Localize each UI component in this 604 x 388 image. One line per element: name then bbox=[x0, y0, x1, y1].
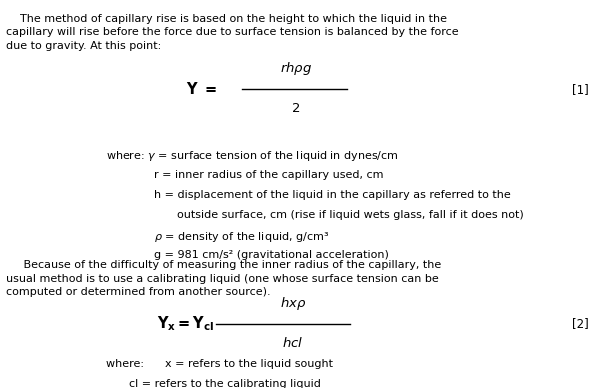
Text: h = displacement of the liquid in the capillary as referred to the: h = displacement of the liquid in the ca… bbox=[154, 190, 511, 200]
Text: cl = refers to the calibrating liquid: cl = refers to the calibrating liquid bbox=[129, 379, 321, 388]
Text: $rh\rho g$: $rh\rho g$ bbox=[280, 60, 312, 77]
Text: The method of capillary rise is based on the height to which the liquid in the
c: The method of capillary rise is based on… bbox=[6, 14, 458, 51]
Text: r = inner radius of the capillary used, cm: r = inner radius of the capillary used, … bbox=[154, 170, 384, 180]
Text: g = 981 cm/s² (gravitational acceleration): g = 981 cm/s² (gravitational acceleratio… bbox=[154, 250, 389, 260]
Text: [1]: [1] bbox=[572, 83, 589, 96]
Text: $\rho$ = density of the liquid, g/cm³: $\rho$ = density of the liquid, g/cm³ bbox=[154, 230, 329, 244]
Text: $2$: $2$ bbox=[291, 102, 301, 115]
Text: where:      x = refers to the liquid sought: where: x = refers to the liquid sought bbox=[106, 359, 333, 369]
Text: $hx\rho$: $hx\rho$ bbox=[280, 295, 306, 312]
Text: [2]: [2] bbox=[572, 317, 589, 331]
Text: $hcl$: $hcl$ bbox=[282, 336, 304, 350]
Text: where: $\gamma$ = surface tension of the liquid in dynes/cm: where: $\gamma$ = surface tension of the… bbox=[106, 149, 399, 163]
Text: outside surface, cm (rise if liquid wets glass, fall if it does not): outside surface, cm (rise if liquid wets… bbox=[177, 210, 524, 220]
Text: $\mathbf{Y_x = Y_{cl}}$: $\mathbf{Y_x = Y_{cl}}$ bbox=[157, 315, 214, 333]
Text: Because of the difficulty of measuring the inner radius of the capillary, the
us: Because of the difficulty of measuring t… bbox=[6, 260, 442, 297]
Text: $\mathbf{Y\ =}$: $\mathbf{Y\ =}$ bbox=[187, 81, 217, 97]
